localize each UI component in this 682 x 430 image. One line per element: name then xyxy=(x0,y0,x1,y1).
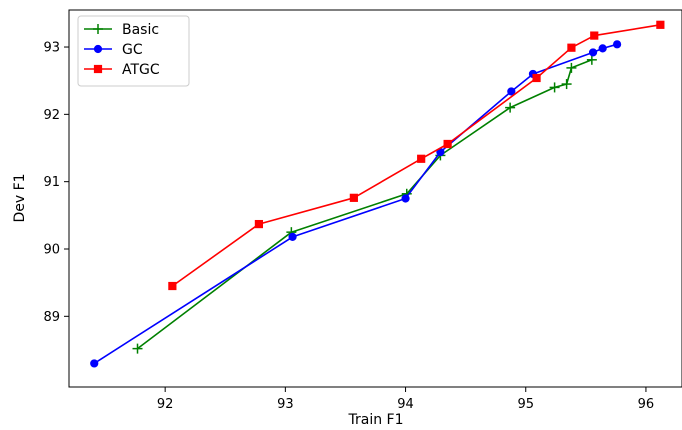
data-point-atgc xyxy=(254,219,264,229)
legend: Basic GC ATGC xyxy=(77,15,190,87)
data-point-atgc xyxy=(656,20,665,29)
data-point-atgc xyxy=(590,31,599,40)
y-axis-ticks: 89 90 91 92 93 xyxy=(43,41,69,325)
legend-label-gc: GC xyxy=(122,42,143,58)
data-point-atgc xyxy=(168,281,177,291)
x-tick-label: 95 xyxy=(517,397,534,412)
data-point-gc xyxy=(90,359,99,368)
series-gc xyxy=(90,40,622,368)
y-tick-label: 91 xyxy=(43,175,60,190)
data-point-atgc xyxy=(567,43,576,52)
data-point-gc xyxy=(588,48,598,57)
data-point-basic xyxy=(132,343,143,354)
data-point-basic xyxy=(566,62,577,73)
y-tick-label: 92 xyxy=(43,108,60,123)
legend-item-basic: Basic xyxy=(84,22,159,38)
data-point-gc xyxy=(598,44,607,53)
legend-marker-atgc xyxy=(93,64,103,74)
legend-label-basic: Basic xyxy=(122,22,159,38)
y-tick-label: 93 xyxy=(43,41,60,56)
legend-marker-basic xyxy=(93,24,103,34)
x-axis-ticks: 92 93 94 95 96 xyxy=(157,387,654,412)
data-point-basic xyxy=(586,54,597,65)
legend-item-gc: GC xyxy=(84,42,143,58)
x-tick-label: 92 xyxy=(157,397,174,412)
legend-label-atgc: ATGC xyxy=(122,62,160,78)
x-axis-label: Train F1 xyxy=(347,412,403,428)
data-point-atgc xyxy=(349,193,358,202)
data-point-gc xyxy=(507,87,516,96)
data-point-atgc xyxy=(417,154,426,163)
x-tick-label: 93 xyxy=(277,397,294,412)
y-tick-label: 90 xyxy=(43,242,60,257)
data-point-atgc xyxy=(443,139,452,149)
y-tick-label: 89 xyxy=(43,310,60,325)
data-point-basic xyxy=(561,79,572,90)
data-point-gc xyxy=(401,194,410,203)
x-tick-label: 96 xyxy=(638,397,655,412)
x-tick-label: 94 xyxy=(397,397,414,412)
series-atgc xyxy=(168,20,665,291)
y-axis-label: Dev F1 xyxy=(12,173,28,222)
legend-marker-gc xyxy=(93,44,103,54)
data-point-atgc xyxy=(532,73,541,83)
series-layer xyxy=(90,20,665,368)
data-point-gc xyxy=(612,40,622,49)
data-point-basic xyxy=(505,102,516,113)
data-point-basic xyxy=(549,82,560,93)
legend-item-atgc: ATGC xyxy=(84,62,160,78)
data-point-gc xyxy=(288,232,297,241)
